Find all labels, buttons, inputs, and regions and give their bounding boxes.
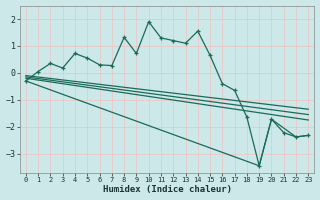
X-axis label: Humidex (Indice chaleur): Humidex (Indice chaleur) — [103, 185, 232, 194]
